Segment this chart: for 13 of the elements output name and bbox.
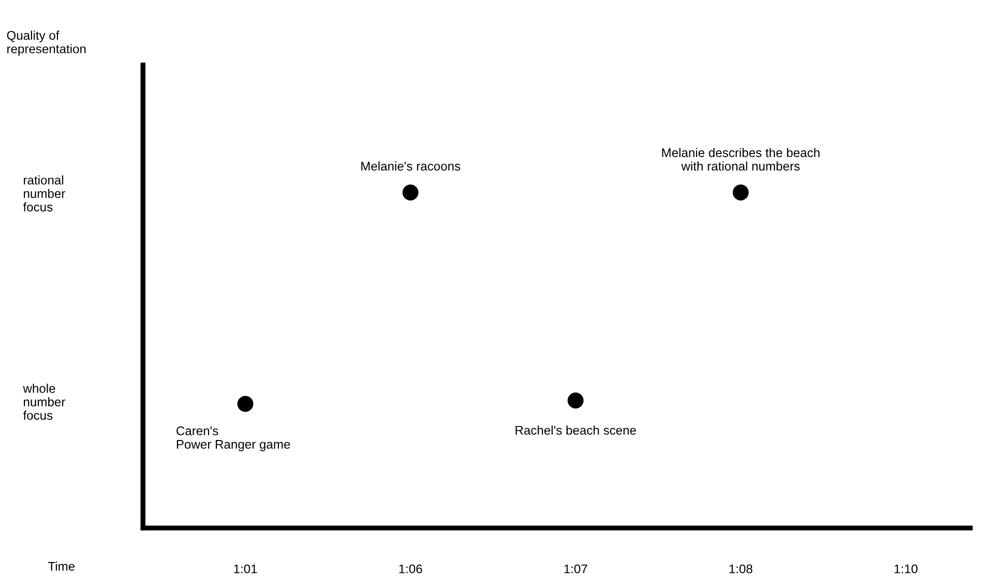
x-tick-label: 1:07 (564, 564, 588, 574)
x-tick-label: 1:06 (399, 564, 422, 574)
x-tick-label: 1:10 (894, 564, 918, 574)
annotation: Melanie describes the beach with rational numbers (662, 148, 820, 171)
text: rational number focus (23, 175, 66, 212)
text: whole number focus (23, 384, 66, 420)
annotation: Rachel's beach scene (516, 426, 636, 435)
text: Quality of representation (7, 30, 86, 56)
annotation: Melanie's racoons (361, 161, 460, 171)
x-tick-label: 1:08 (729, 564, 752, 574)
text: Time (48, 562, 75, 571)
annotation: Caren's Power Ranger game (176, 426, 290, 452)
x-tick-label: 1:01 (234, 564, 257, 574)
